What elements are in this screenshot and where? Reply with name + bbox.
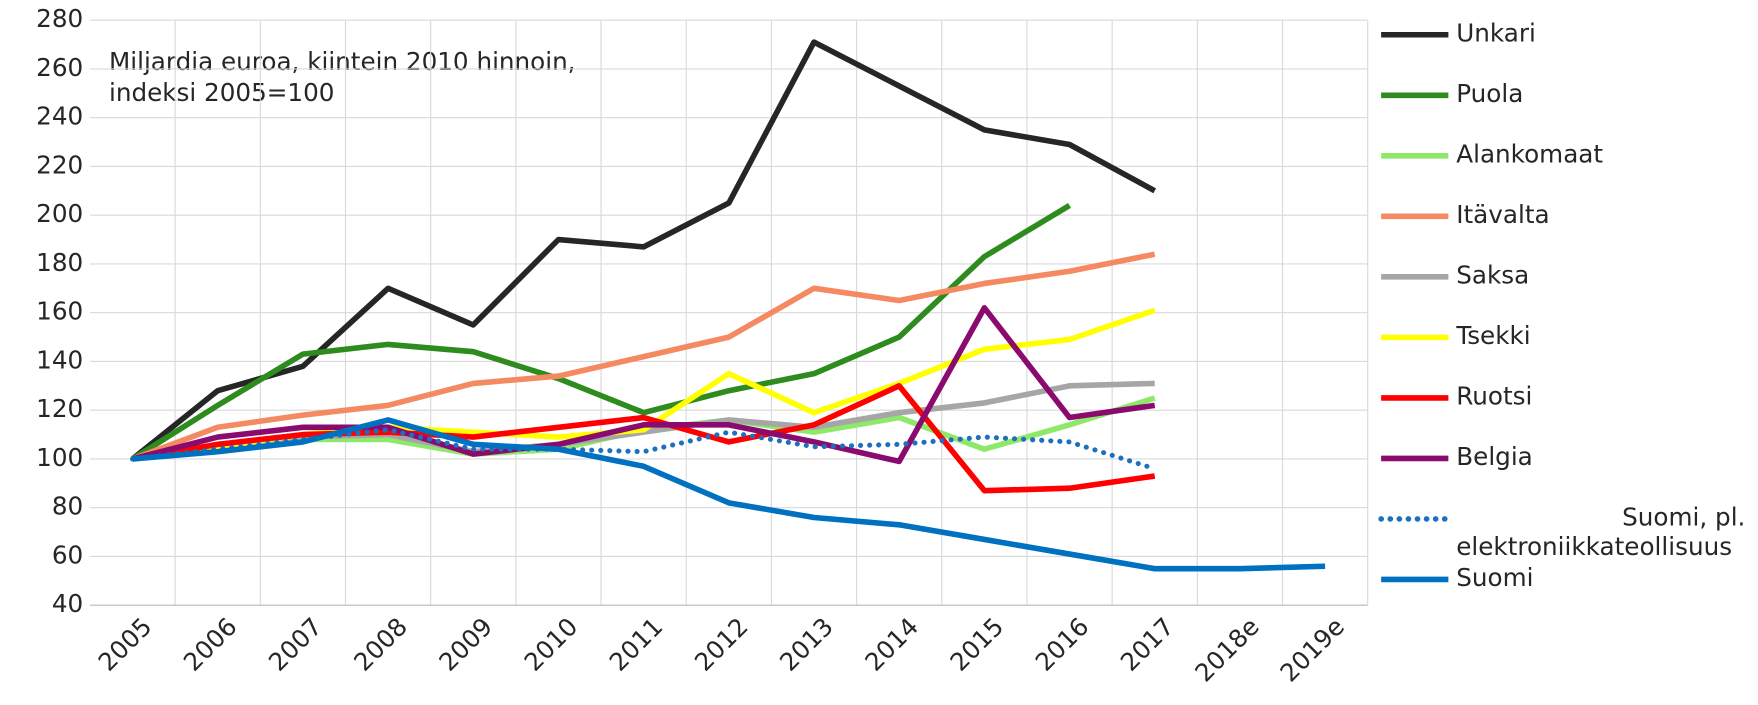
- y-tick-label: 180: [36, 248, 83, 277]
- x-tick-label: 2014: [859, 612, 924, 677]
- legend-item: Suomi: [1456, 564, 1534, 593]
- legend-label: Tsekki: [1456, 322, 1531, 351]
- x-tick-label: 2008: [348, 612, 413, 677]
- legend-item: Itävalta: [1456, 201, 1550, 230]
- legend-item: Puola: [1456, 80, 1524, 109]
- annotation: Miljardia euroa, kiintein 2010 hinnoin,: [109, 47, 576, 76]
- x-tick-label: 2012: [689, 612, 754, 677]
- series-line: [132, 383, 1156, 494]
- x-tick-label: 2018e: [1189, 612, 1265, 688]
- y-tick-label: 80: [52, 492, 83, 521]
- legend-label: Itävalta: [1456, 201, 1550, 230]
- y-tick-label: 140: [36, 345, 83, 374]
- legend-item: Unkari: [1456, 20, 1536, 49]
- legend-label: Unkari: [1456, 20, 1536, 49]
- x-tick-label: 2009: [433, 612, 498, 677]
- y-tick-label: 280: [36, 4, 83, 33]
- legend-label: Suomi: [1456, 564, 1534, 593]
- y-tick-label: 40: [52, 589, 83, 618]
- x-tick-label: 2011: [604, 612, 669, 677]
- x-tick-label: 2006: [178, 612, 243, 677]
- x-tick-label: 2017: [1115, 612, 1180, 677]
- x-tick-label: 2019e: [1274, 612, 1350, 688]
- x-tick-label: 2005: [93, 612, 158, 677]
- legend-label: Suomi, pl. elektroniikkateollisuus: [1456, 504, 1746, 562]
- y-tick-label: 200: [36, 199, 83, 228]
- legend-item: Tsekki: [1456, 322, 1531, 351]
- annotation: indeksi 2005=100: [109, 78, 334, 107]
- x-tick-label: 2015: [944, 612, 1009, 677]
- legend-label: Alankomaat: [1456, 141, 1604, 170]
- legend-label: Ruotsi: [1456, 383, 1533, 412]
- series-line: [130, 39, 1157, 462]
- x-tick-label: 2007: [263, 612, 328, 677]
- legend-label: Puola: [1456, 80, 1524, 109]
- legend-label: Belgia: [1456, 443, 1533, 472]
- y-tick-label: 260: [36, 53, 83, 82]
- x-tick-label: 2016: [1030, 612, 1095, 677]
- legend-item: Alankomaat: [1456, 141, 1604, 170]
- legend-label: Saksa: [1456, 262, 1530, 291]
- series-line: [131, 251, 1156, 462]
- legend-item: Ruotsi: [1456, 383, 1533, 412]
- series-line: [132, 417, 1326, 572]
- y-tick-label: 220: [36, 150, 83, 179]
- legend-item: Belgia: [1456, 443, 1533, 472]
- y-tick-label: 100: [36, 443, 83, 472]
- series-line: [131, 305, 1156, 465]
- y-tick-label: 160: [36, 297, 83, 326]
- series-line: [131, 203, 1071, 462]
- series-line: [132, 380, 1155, 462]
- y-tick-label: 60: [52, 540, 83, 569]
- legend-item: Saksa: [1456, 262, 1530, 291]
- x-tick-label: 2010: [518, 612, 583, 677]
- y-tick-label: 240: [36, 102, 83, 131]
- legend-item: Suomi, pl. elektroniikkateollisuus: [1456, 504, 1746, 562]
- y-tick-label: 120: [36, 394, 83, 423]
- x-tick-label: 2013: [774, 612, 839, 677]
- grid: [89, 19, 1369, 606]
